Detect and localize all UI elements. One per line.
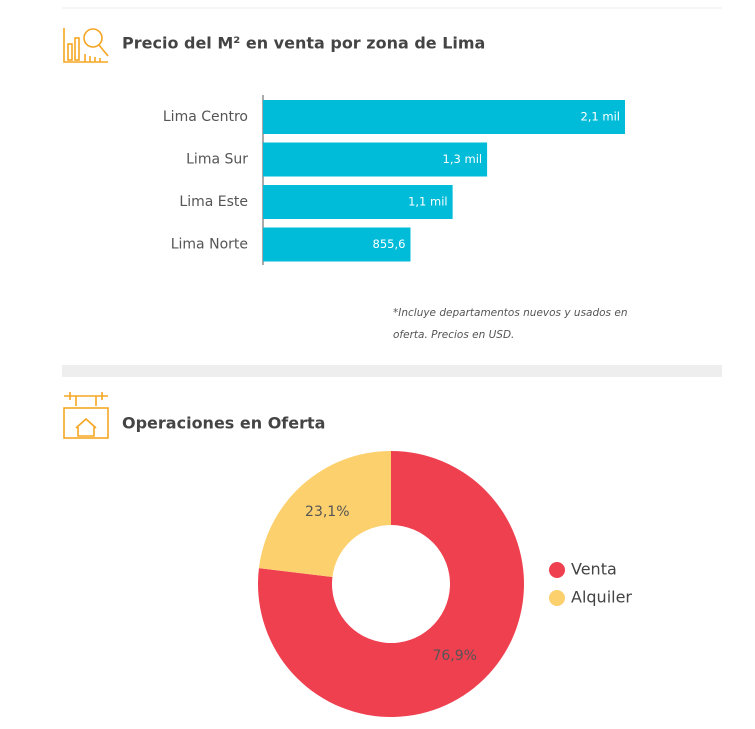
donut-slice	[258, 451, 525, 718]
legend-marker	[549, 590, 565, 606]
legend-label: Alquiler	[571, 588, 632, 607]
operations-icon	[63, 392, 109, 439]
chart-title: Operaciones en Oferta	[122, 414, 325, 433]
slice-label: 76,9%	[432, 648, 476, 664]
footnote: *Incluye departamentos nuevos y usados e…	[393, 307, 627, 319]
legend-label: Venta	[571, 560, 617, 579]
value-label: 1,1 mil	[408, 195, 448, 209]
category-label: Lima Este	[179, 194, 248, 210]
separator	[62, 365, 722, 377]
value-label: 1,3 mil	[443, 152, 483, 166]
slice-label: 23,1%	[305, 504, 349, 520]
category-label: Lima Norte	[171, 237, 248, 253]
footnote: oferta. Precios en USD.	[393, 329, 514, 341]
value-label: 855,6	[373, 237, 406, 251]
donut-slice	[258, 451, 391, 577]
value-label: 2,1 mil	[580, 110, 620, 124]
bar	[263, 227, 411, 262]
chart-title: Precio del M² en venta por zona de Lima	[122, 34, 485, 53]
legend-marker	[549, 562, 565, 578]
bar	[263, 185, 453, 219]
category-label: Lima Sur	[186, 152, 248, 168]
price-icon	[63, 28, 109, 63]
bar	[263, 100, 625, 134]
category-label: Lima Centro	[163, 109, 248, 125]
bar	[263, 142, 488, 177]
